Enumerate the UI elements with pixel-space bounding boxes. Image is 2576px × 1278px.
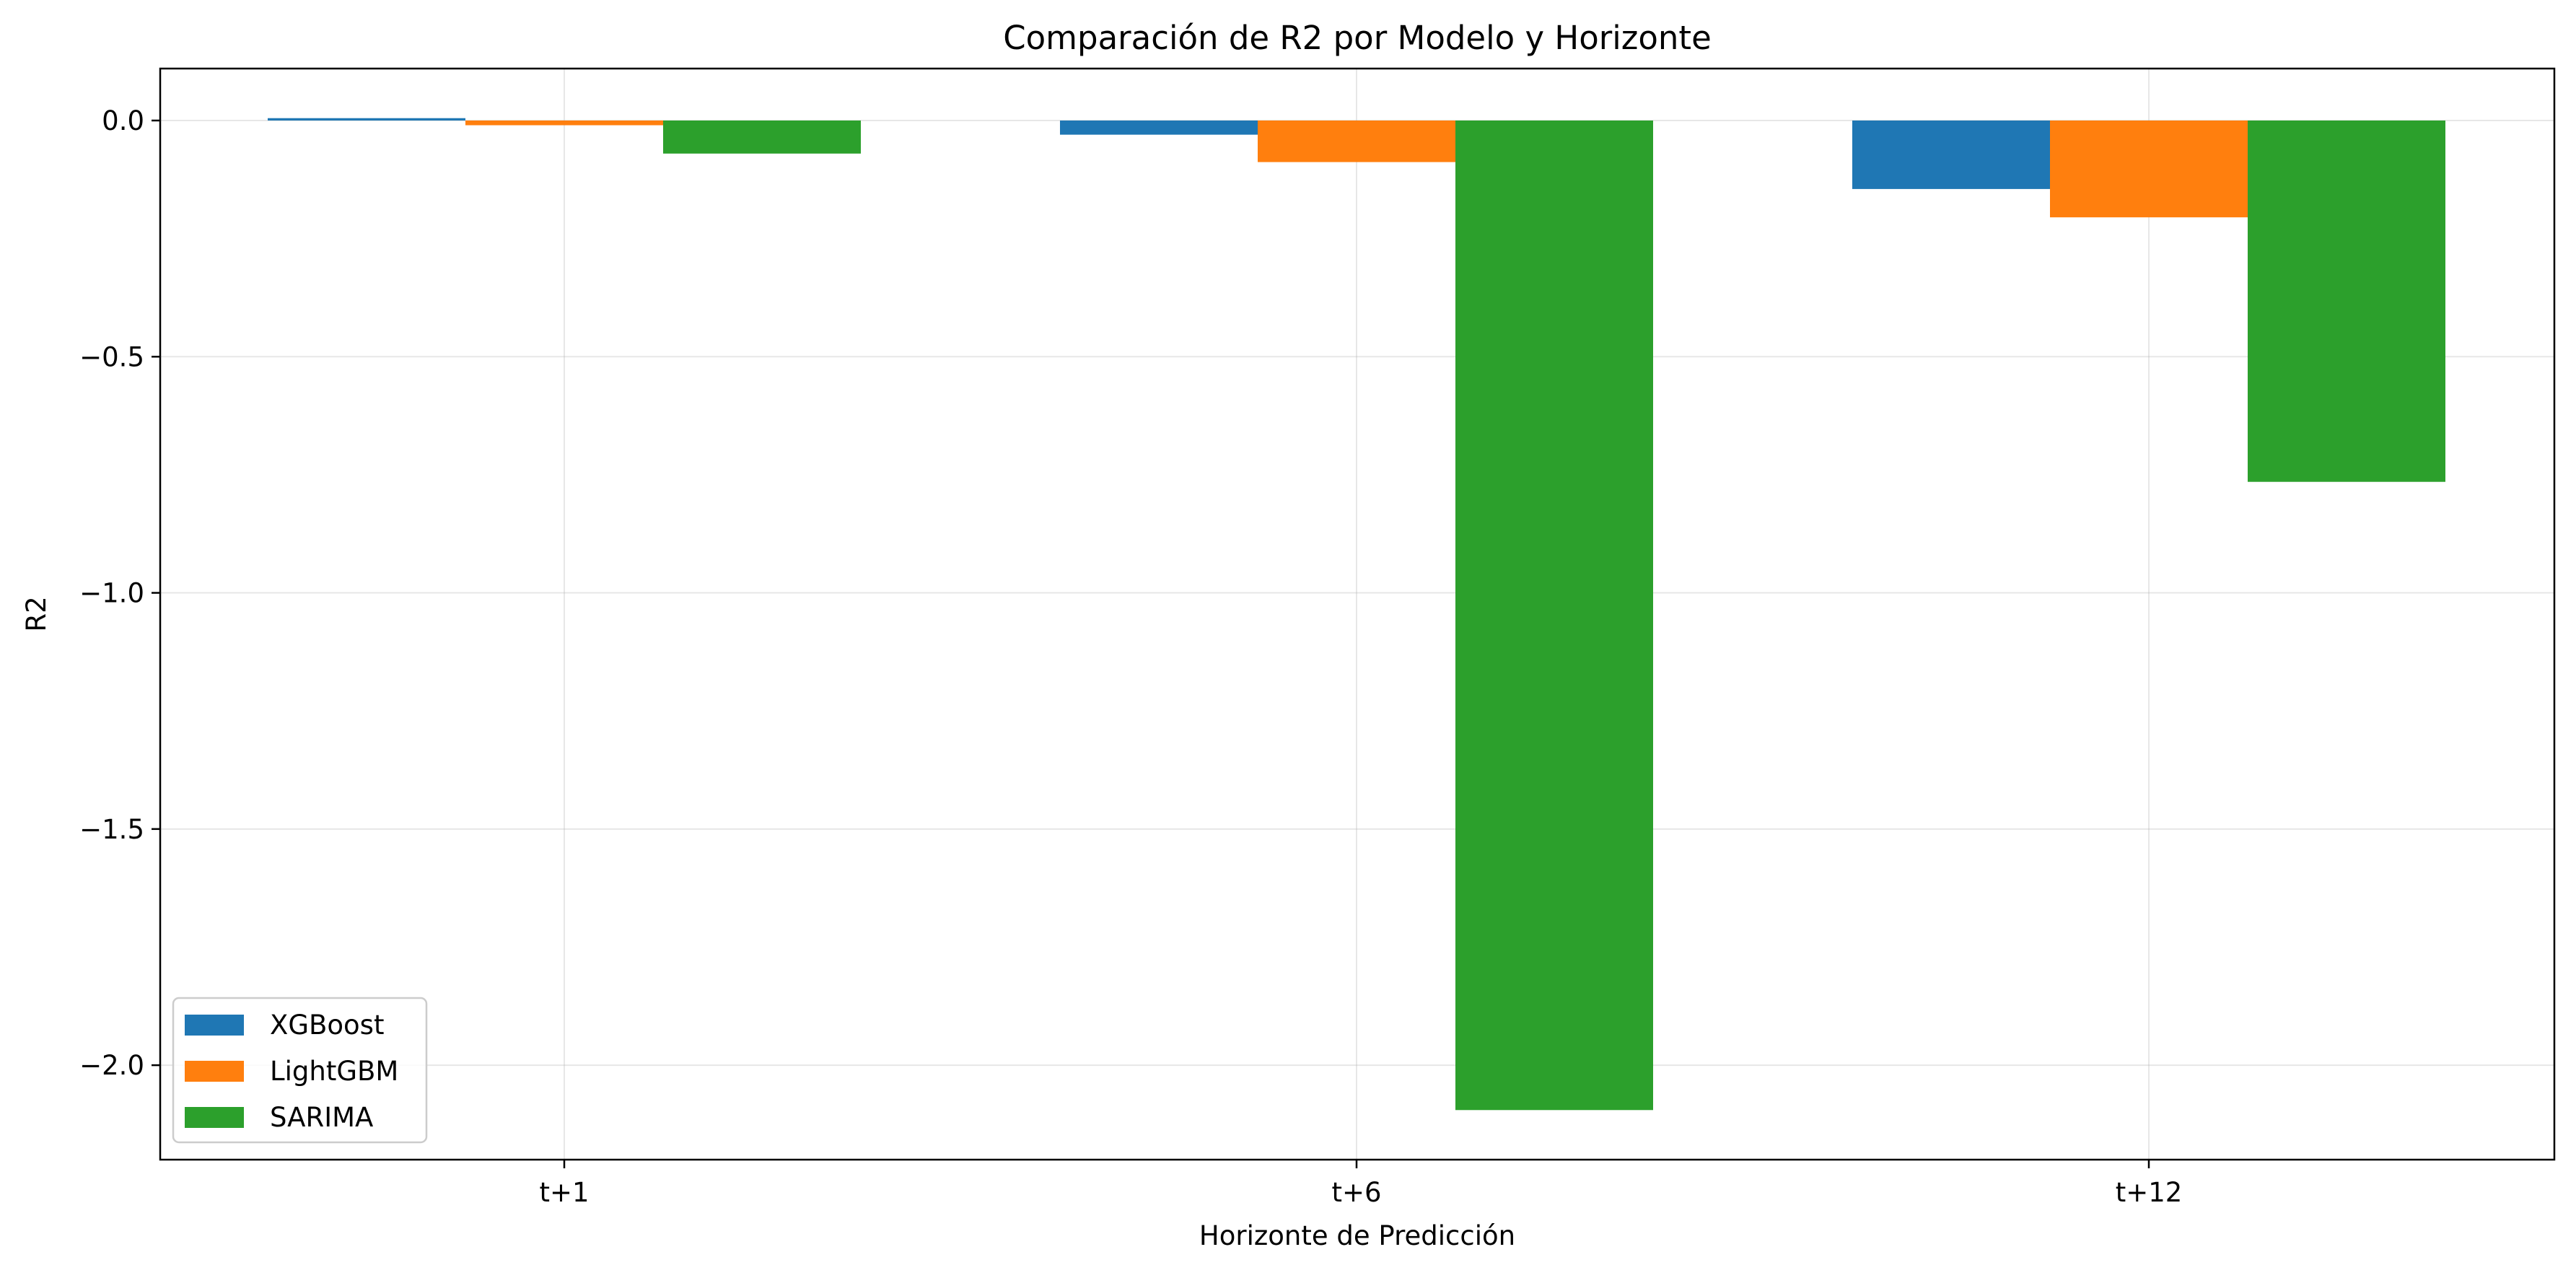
bar-xgboost-tplus6 bbox=[1060, 121, 1258, 135]
ticks: 0.0 −0.5 −1.0 −1.5 −2.0 t+1 t+6 t+12 bbox=[79, 105, 2182, 1208]
chart-title: Comparación de R2 por Modelo y Horizonte bbox=[1003, 19, 1712, 57]
bar-sarima-tplus6 bbox=[1455, 121, 1653, 1111]
y-tick-label: −1.0 bbox=[79, 578, 144, 609]
y-tick-label: −0.5 bbox=[79, 341, 144, 372]
y-tick-label: −1.5 bbox=[79, 814, 144, 845]
bar-xgboost-tplus12 bbox=[1852, 121, 2050, 189]
bar-lightgbm-tplus12 bbox=[2050, 121, 2248, 218]
y-axis-label: R2 bbox=[21, 596, 52, 631]
legend: XGBoost LightGBM SARIMA bbox=[172, 997, 428, 1144]
legend-swatch-sarima bbox=[185, 1107, 244, 1128]
bars bbox=[268, 118, 2445, 1111]
legend-label-xgboost: XGBoost bbox=[270, 1010, 384, 1041]
y-tick-label: 0.0 bbox=[102, 105, 144, 136]
x-axis-label: Horizonte de Predicción bbox=[1199, 1220, 1515, 1251]
bar-sarima-tplus1 bbox=[663, 121, 861, 154]
legend-swatch-lightgbm bbox=[185, 1061, 244, 1082]
bar-lightgbm-tplus1 bbox=[465, 121, 663, 126]
x-tick-label: t+6 bbox=[1331, 1177, 1381, 1208]
bar-sarima-tplus12 bbox=[2248, 121, 2445, 482]
bar-xgboost-tplus1 bbox=[268, 118, 465, 121]
legend-swatch-xgboost bbox=[185, 1015, 244, 1036]
y-tick-label: −2.0 bbox=[79, 1050, 144, 1081]
x-tick-label: t+1 bbox=[539, 1177, 589, 1208]
legend-label-lightgbm: LightGBM bbox=[270, 1056, 398, 1087]
x-tick-label: t+12 bbox=[2116, 1177, 2183, 1208]
bar-lightgbm-tplus6 bbox=[1258, 121, 1455, 162]
legend-label-sarima: SARIMA bbox=[270, 1102, 373, 1133]
